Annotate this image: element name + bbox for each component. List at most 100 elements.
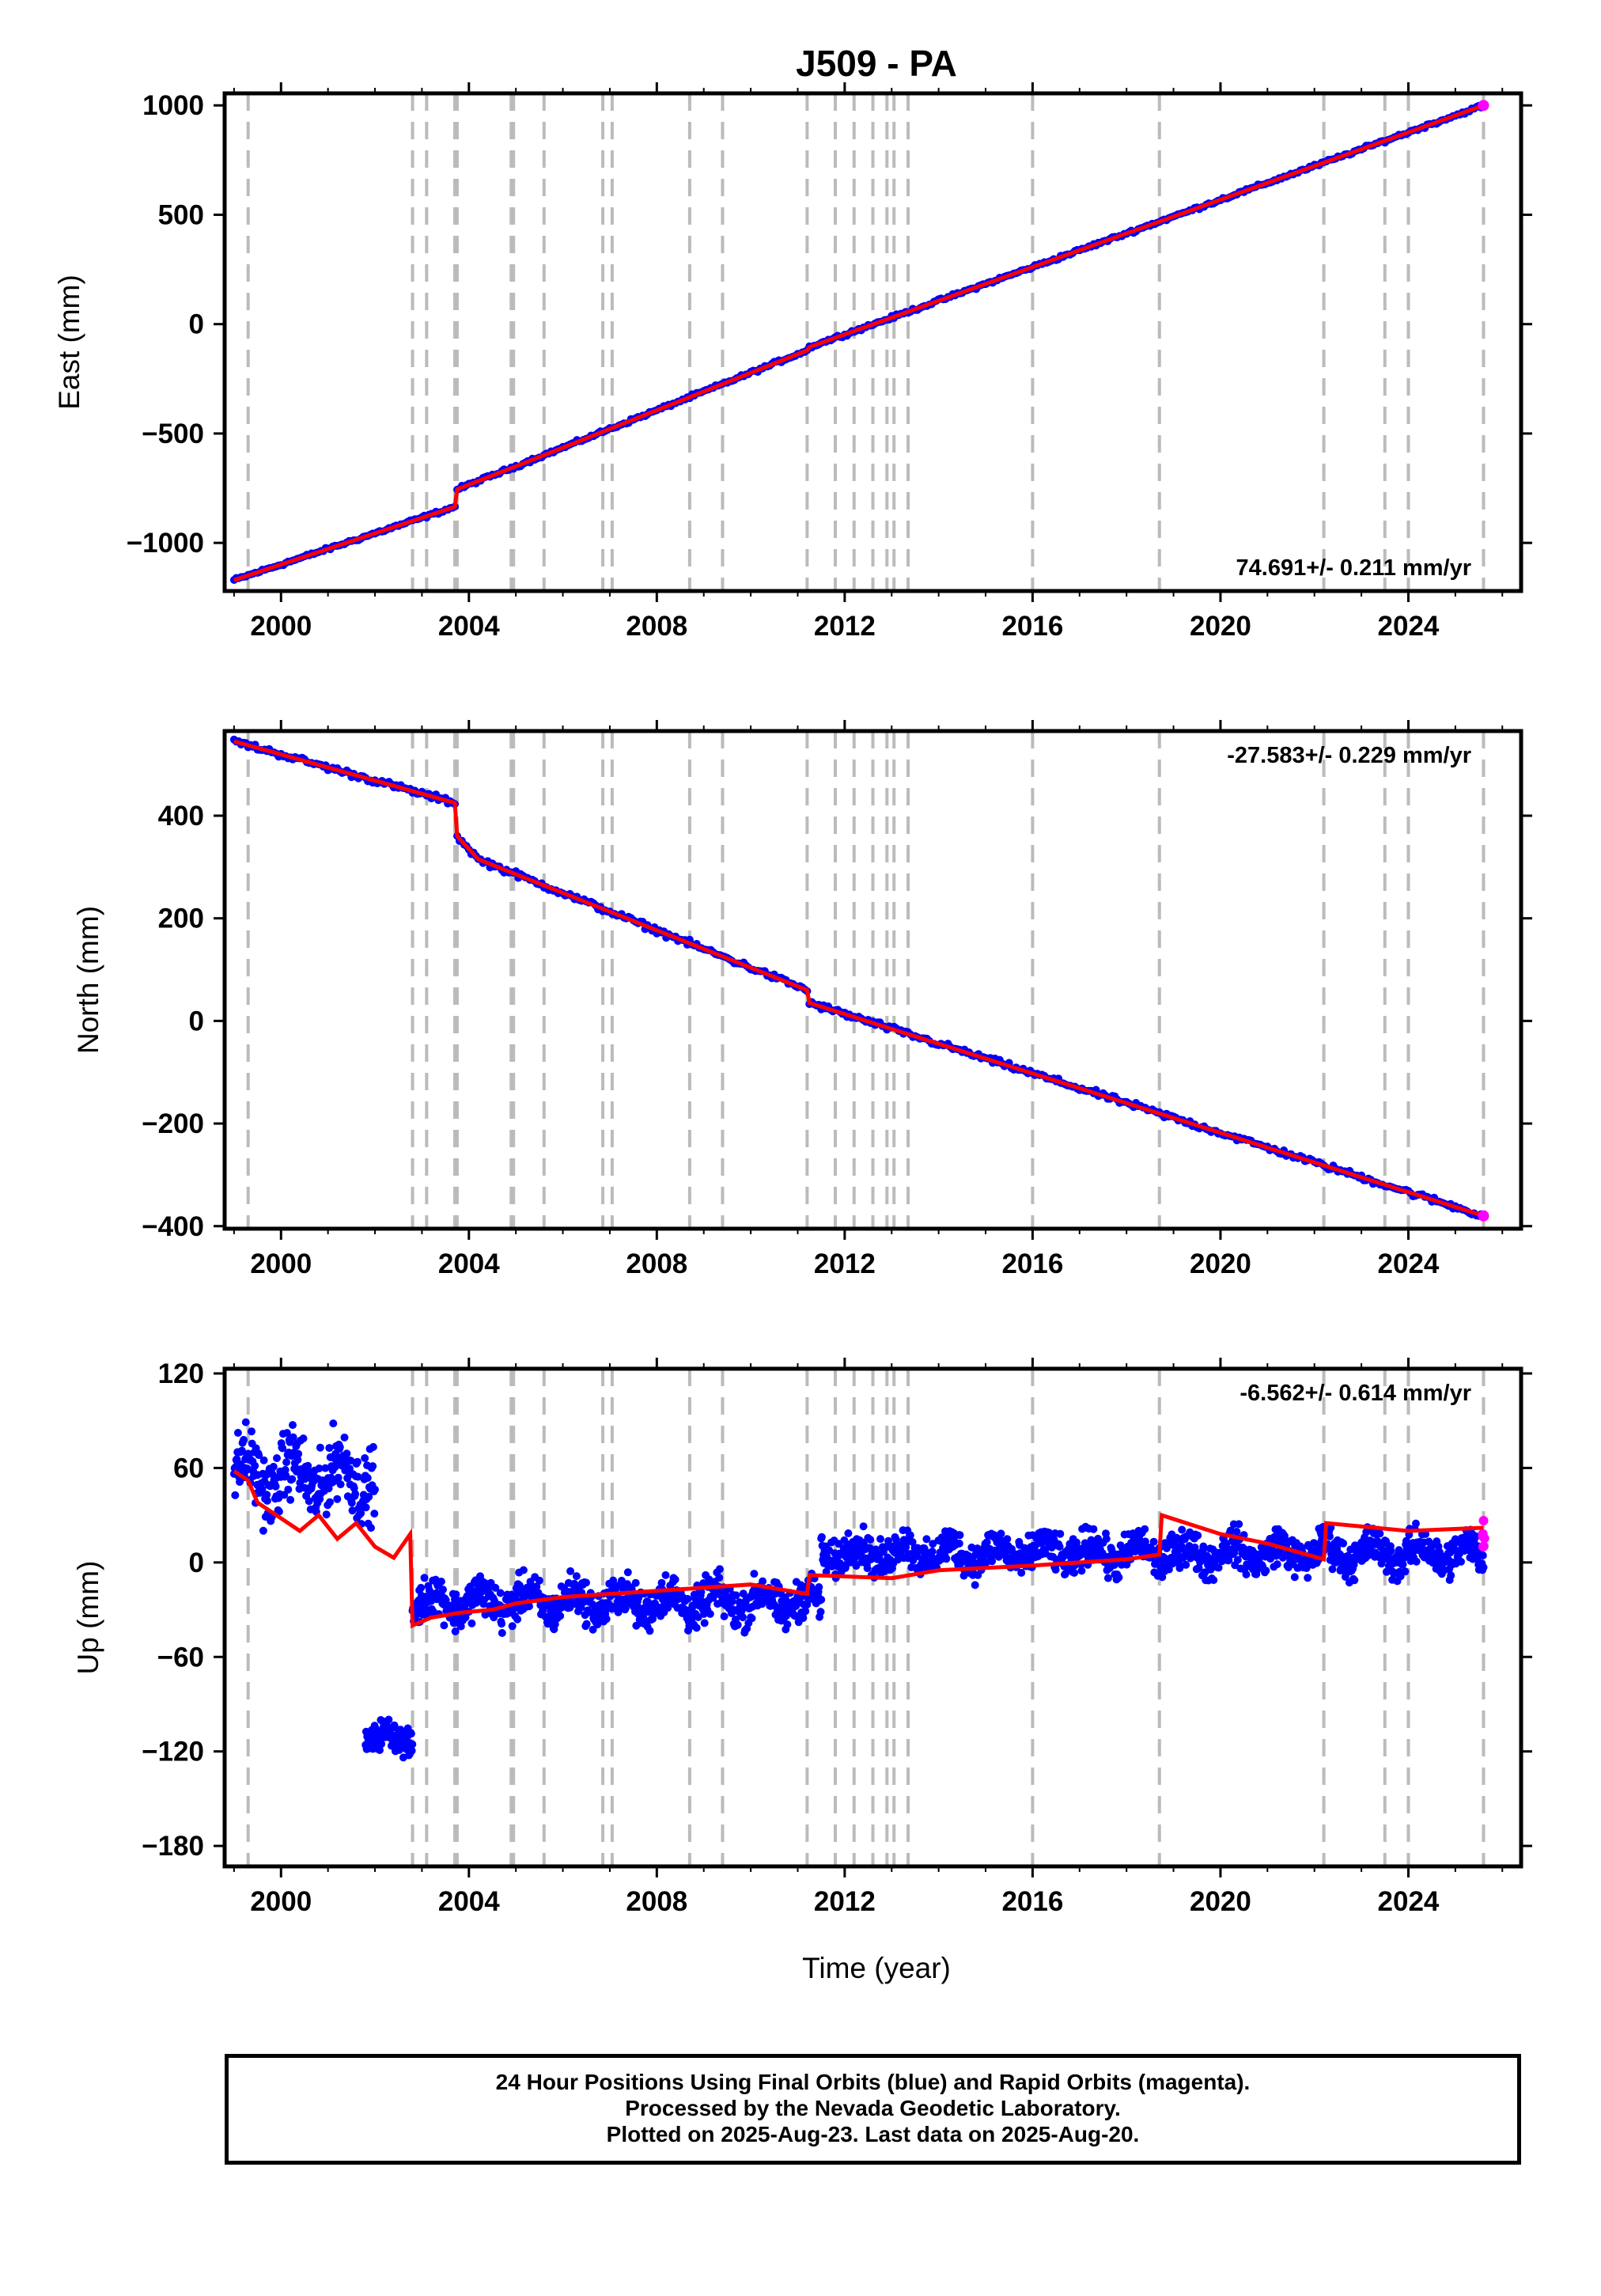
final-orbit-point bbox=[739, 1613, 748, 1622]
final-orbit-point bbox=[748, 1614, 756, 1623]
final-orbit-point bbox=[1387, 1547, 1395, 1555]
final-orbit-point bbox=[1262, 1567, 1270, 1575]
final-orbit-point bbox=[801, 1607, 810, 1616]
x-tick-label: 2012 bbox=[814, 1248, 876, 1279]
final-orbit-point bbox=[343, 1449, 351, 1458]
final-orbit-point bbox=[371, 1485, 379, 1494]
final-orbit-point bbox=[333, 1495, 342, 1503]
rapid-orbit-point bbox=[1479, 1533, 1489, 1544]
final-orbit-point bbox=[361, 1503, 370, 1512]
final-orbit-point bbox=[491, 1583, 500, 1592]
y-tick-label: 500 bbox=[158, 199, 204, 230]
final-orbit-point bbox=[1242, 1570, 1251, 1578]
final-orbit-point bbox=[271, 1482, 280, 1491]
final-orbit-point bbox=[1412, 1519, 1420, 1528]
rapid-orbit-point bbox=[1478, 1516, 1489, 1526]
final-orbit-point bbox=[340, 1433, 349, 1442]
final-orbit-point bbox=[671, 1575, 679, 1584]
final-orbit-point bbox=[1081, 1539, 1089, 1548]
final-orbit-point bbox=[1194, 1531, 1202, 1540]
x-tick-label: 2004 bbox=[438, 1248, 500, 1279]
final-orbit-point bbox=[258, 1485, 267, 1494]
x-tick-label: 2008 bbox=[626, 611, 687, 642]
final-orbit-point bbox=[589, 1625, 597, 1634]
final-orbit-point bbox=[657, 1578, 666, 1587]
final-orbit-point bbox=[369, 1442, 377, 1451]
final-orbit-point bbox=[498, 1629, 506, 1637]
final-orbit-point bbox=[863, 1564, 872, 1573]
final-orbit-point bbox=[1304, 1574, 1312, 1582]
final-orbit-point bbox=[1280, 1532, 1289, 1540]
final-orbit-point bbox=[602, 1615, 611, 1623]
final-orbit-point bbox=[316, 1443, 324, 1452]
footer-line-1: 24 Hour Positions Using Final Orbits (bl… bbox=[495, 2070, 1251, 2094]
final-orbit-point bbox=[1175, 1564, 1184, 1572]
y-tick-label: 400 bbox=[158, 801, 204, 832]
final-orbit-point bbox=[1402, 1536, 1410, 1545]
final-orbit-point bbox=[922, 1535, 931, 1544]
final-orbit-point bbox=[305, 1497, 313, 1506]
final-orbit-point bbox=[263, 1496, 271, 1505]
final-orbit-point bbox=[683, 1594, 692, 1603]
final-orbit-point bbox=[661, 1570, 670, 1579]
x-tick-label: 2020 bbox=[1190, 611, 1251, 642]
final-orbit-point bbox=[331, 1463, 339, 1472]
final-orbit-point bbox=[334, 1473, 343, 1482]
y-axis-label: East (mm) bbox=[53, 275, 85, 410]
final-orbit-point bbox=[1077, 1567, 1086, 1575]
final-orbit-point bbox=[263, 1491, 271, 1499]
final-orbit-point bbox=[1478, 1552, 1487, 1559]
final-orbit-point bbox=[255, 1451, 263, 1460]
final-orbit-point bbox=[288, 1475, 297, 1483]
final-orbit-point bbox=[1328, 1565, 1337, 1574]
final-orbit-point bbox=[384, 1715, 393, 1724]
x-tick-label: 2000 bbox=[250, 1886, 312, 1917]
y-tick-label: 60 bbox=[173, 1453, 204, 1483]
final-orbit-point bbox=[248, 1427, 255, 1436]
final-orbit-point bbox=[321, 1464, 330, 1472]
final-orbit-point bbox=[715, 1574, 724, 1582]
y-tick-label: −1000 bbox=[127, 528, 204, 559]
final-orbit-point bbox=[852, 1562, 861, 1570]
final-orbit-point bbox=[496, 1589, 505, 1597]
final-orbit-point bbox=[1412, 1557, 1421, 1566]
final-orbit-point bbox=[799, 1614, 808, 1622]
x-tick-label: 2024 bbox=[1378, 611, 1440, 642]
velocity-rate: -6.562+/- 0.614 mm/yr bbox=[1240, 1381, 1471, 1406]
final-orbit-point bbox=[376, 1746, 384, 1754]
final-orbit-point bbox=[259, 1456, 268, 1464]
final-orbit-point bbox=[697, 1588, 706, 1597]
final-orbit-point bbox=[282, 1458, 291, 1467]
final-orbit-point bbox=[1178, 1525, 1187, 1534]
velocity-rate: 74.691+/- 0.211 mm/yr bbox=[1236, 555, 1471, 581]
final-orbit-point bbox=[269, 1462, 278, 1471]
final-orbit-point bbox=[1003, 1535, 1012, 1544]
final-orbit-point bbox=[273, 1454, 281, 1462]
final-orbit-point bbox=[982, 1538, 991, 1547]
final-orbit-point bbox=[815, 1583, 823, 1591]
final-orbit-point bbox=[732, 1591, 740, 1600]
final-orbit-point bbox=[664, 1601, 673, 1609]
footer-line-3: Plotted on 2025-Aug-23. Last data on 202… bbox=[606, 2122, 1140, 2146]
final-orbit-point bbox=[1278, 1553, 1287, 1562]
final-orbit-point bbox=[467, 1619, 476, 1627]
final-orbit-point bbox=[452, 1590, 460, 1599]
y-tick-label: 0 bbox=[189, 1548, 204, 1578]
final-orbit-point bbox=[582, 1620, 591, 1628]
x-tick-label: 2008 bbox=[626, 1886, 687, 1917]
panel-east: 2000 2004 2008 2012 2016 2020 2024 −1000 −500 0 50… bbox=[53, 82, 1532, 642]
final-orbit-point bbox=[700, 1619, 709, 1627]
final-orbit-point bbox=[1479, 1563, 1488, 1571]
final-orbit-point bbox=[556, 1612, 565, 1620]
y-tick-label: 0 bbox=[189, 309, 204, 340]
y-axis-label: North (mm) bbox=[72, 906, 104, 1054]
final-orbit-point bbox=[572, 1572, 581, 1581]
final-orbit-point bbox=[1290, 1573, 1299, 1582]
final-orbit-point bbox=[451, 1627, 460, 1635]
y-tick-label: 0 bbox=[189, 1006, 204, 1036]
final-orbit-point bbox=[1232, 1528, 1241, 1536]
final-orbit-point bbox=[513, 1615, 522, 1623]
final-orbit-point bbox=[351, 1490, 360, 1498]
final-orbit-point bbox=[942, 1555, 951, 1563]
